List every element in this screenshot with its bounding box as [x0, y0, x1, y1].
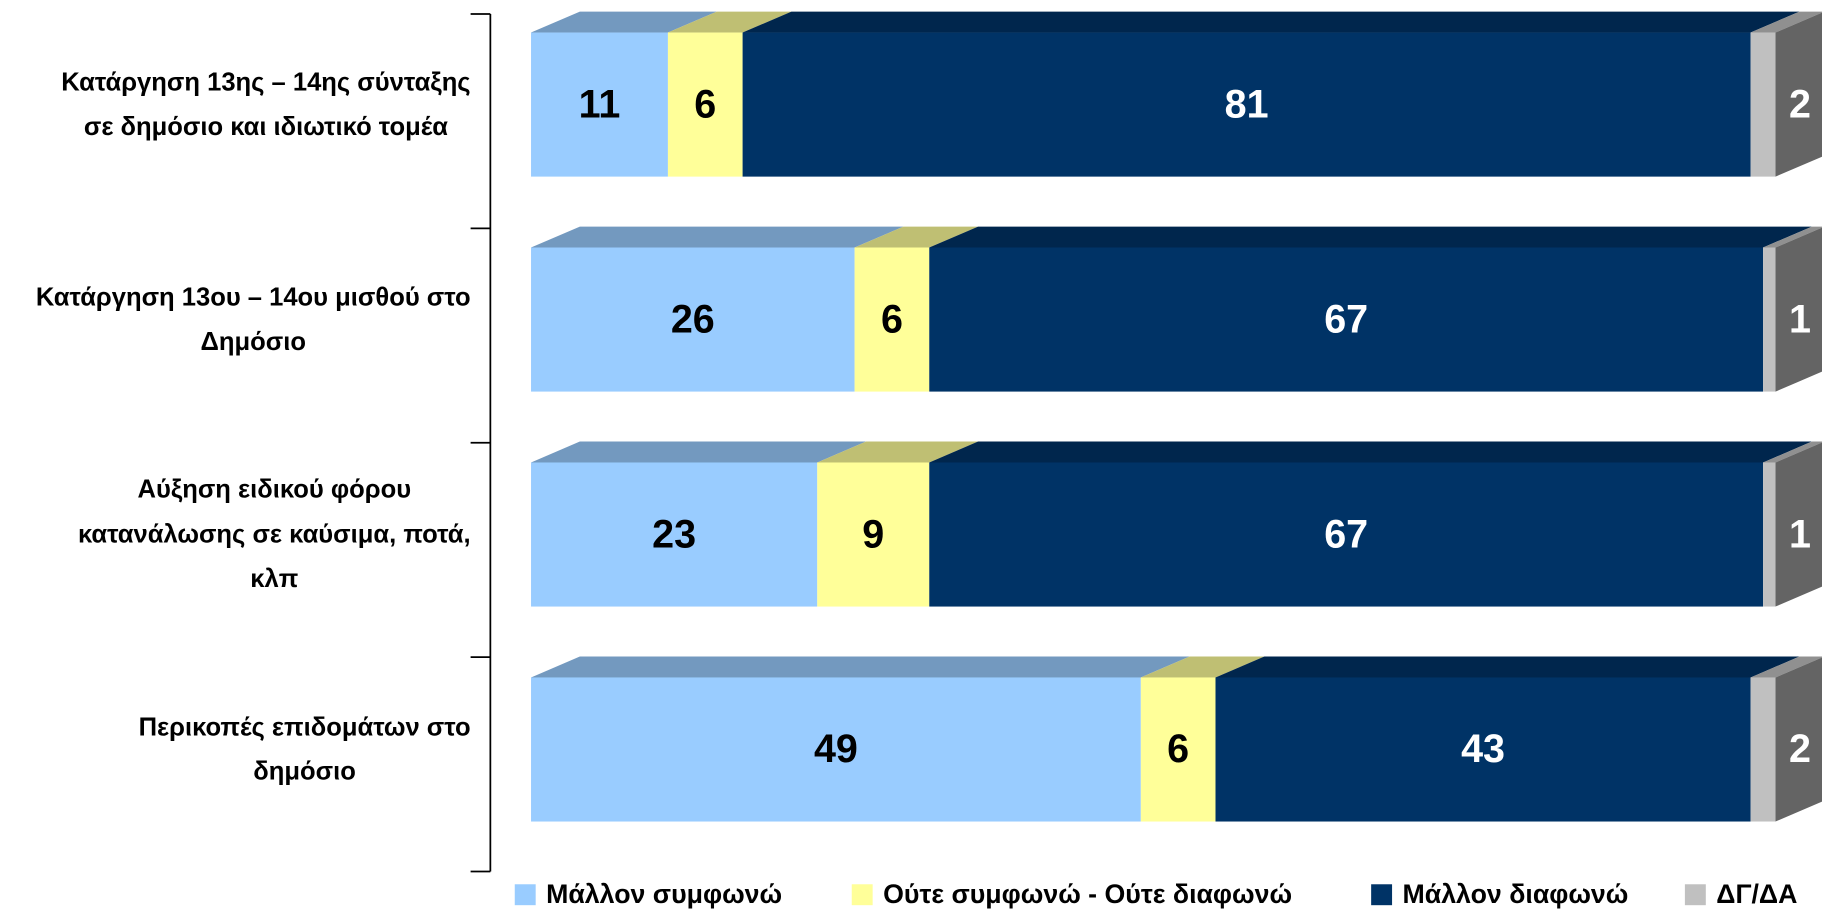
bar-side	[1775, 227, 1822, 392]
legend-label: Ούτε συμφωνώ - Ούτε διαφωνώ	[883, 879, 1292, 909]
value-label: 1	[1789, 297, 1811, 341]
bar-top	[817, 441, 979, 463]
value-label: 2	[1789, 727, 1811, 771]
value-label: 43	[1461, 727, 1505, 771]
value-label: 49	[814, 727, 858, 771]
category-label: Περικοπές επιδομάτων στο δημόσιο	[138, 711, 471, 786]
value-label: 6	[881, 297, 903, 341]
bar	[817, 462, 930, 607]
value-label: 67	[1324, 512, 1368, 556]
legend-label: Μάλλον διαφωνώ	[1403, 879, 1629, 909]
value-label: 81	[1225, 82, 1269, 126]
value-label: 26	[671, 297, 715, 341]
bar	[1763, 247, 1776, 392]
bar-top	[1763, 441, 1822, 463]
bar	[1763, 462, 1776, 607]
bar-top	[667, 11, 792, 33]
bar-top	[1750, 11, 1822, 33]
category-label: Κατάργηση 13ου – 14ου μισθού στο Δημόσιο	[35, 281, 471, 356]
bar	[1750, 677, 1776, 822]
bar	[929, 462, 1764, 607]
bar-side	[1775, 12, 1822, 177]
category-label-box: Κατάργηση 13ου – 14ου μισθού στο Δημόσιο	[35, 281, 471, 356]
bar-top	[854, 226, 979, 248]
bar	[929, 247, 1764, 392]
bar-top	[1215, 656, 1800, 678]
category-label-box: Αύξηση ειδικού φόρου κατανάλωσης σε καύσ…	[77, 474, 471, 593]
legend-swatch	[514, 884, 536, 906]
bar	[742, 32, 1751, 177]
legend-swatch	[1684, 884, 1706, 906]
legend-label: Μάλλον συμφωνώ	[546, 879, 782, 909]
value-label: 67	[1324, 297, 1368, 341]
bar-top	[531, 441, 867, 463]
category-label: Κατάργηση 13ης – 14ης σύνταξης σε δημόσι…	[61, 66, 471, 141]
category-label-box: Κατάργηση 13ης – 14ης σύνταξης σε δημόσι…	[61, 66, 471, 141]
value-label: 6	[694, 82, 716, 126]
bar	[531, 32, 668, 177]
bar	[531, 677, 1141, 822]
bar-top	[1763, 226, 1822, 248]
bar	[854, 247, 930, 392]
bar-top	[1750, 656, 1822, 678]
bar-top	[531, 11, 717, 33]
value-label: 11	[579, 82, 621, 126]
legend-swatch	[1371, 884, 1393, 906]
category-label: Αύξηση ειδικού φόρου κατανάλωσης σε καύσ…	[77, 474, 471, 593]
legend-label: ΔΓ/ΔΑ	[1716, 879, 1797, 909]
value-label: 1	[1789, 512, 1811, 556]
bar	[1215, 677, 1751, 822]
value-label: 6	[1167, 727, 1189, 771]
bar-top	[929, 226, 1812, 248]
value-label: 2	[1789, 82, 1811, 126]
bar	[531, 462, 818, 607]
bar-top	[531, 656, 1190, 678]
category-label-box: Περικοπές επιδομάτων στο δημόσιο	[138, 711, 471, 786]
bar	[531, 247, 855, 392]
bar-side	[1775, 442, 1822, 607]
bar	[667, 32, 743, 177]
bar-top	[742, 11, 1800, 33]
bar-top	[1140, 656, 1265, 678]
bar	[1140, 677, 1216, 822]
bar-top	[929, 441, 1812, 463]
value-label: 9	[862, 512, 884, 556]
bar-side	[1775, 657, 1822, 822]
value-label: 23	[652, 512, 696, 556]
legend-swatch	[851, 884, 873, 906]
bar	[1750, 32, 1776, 177]
bar-top	[531, 226, 904, 248]
